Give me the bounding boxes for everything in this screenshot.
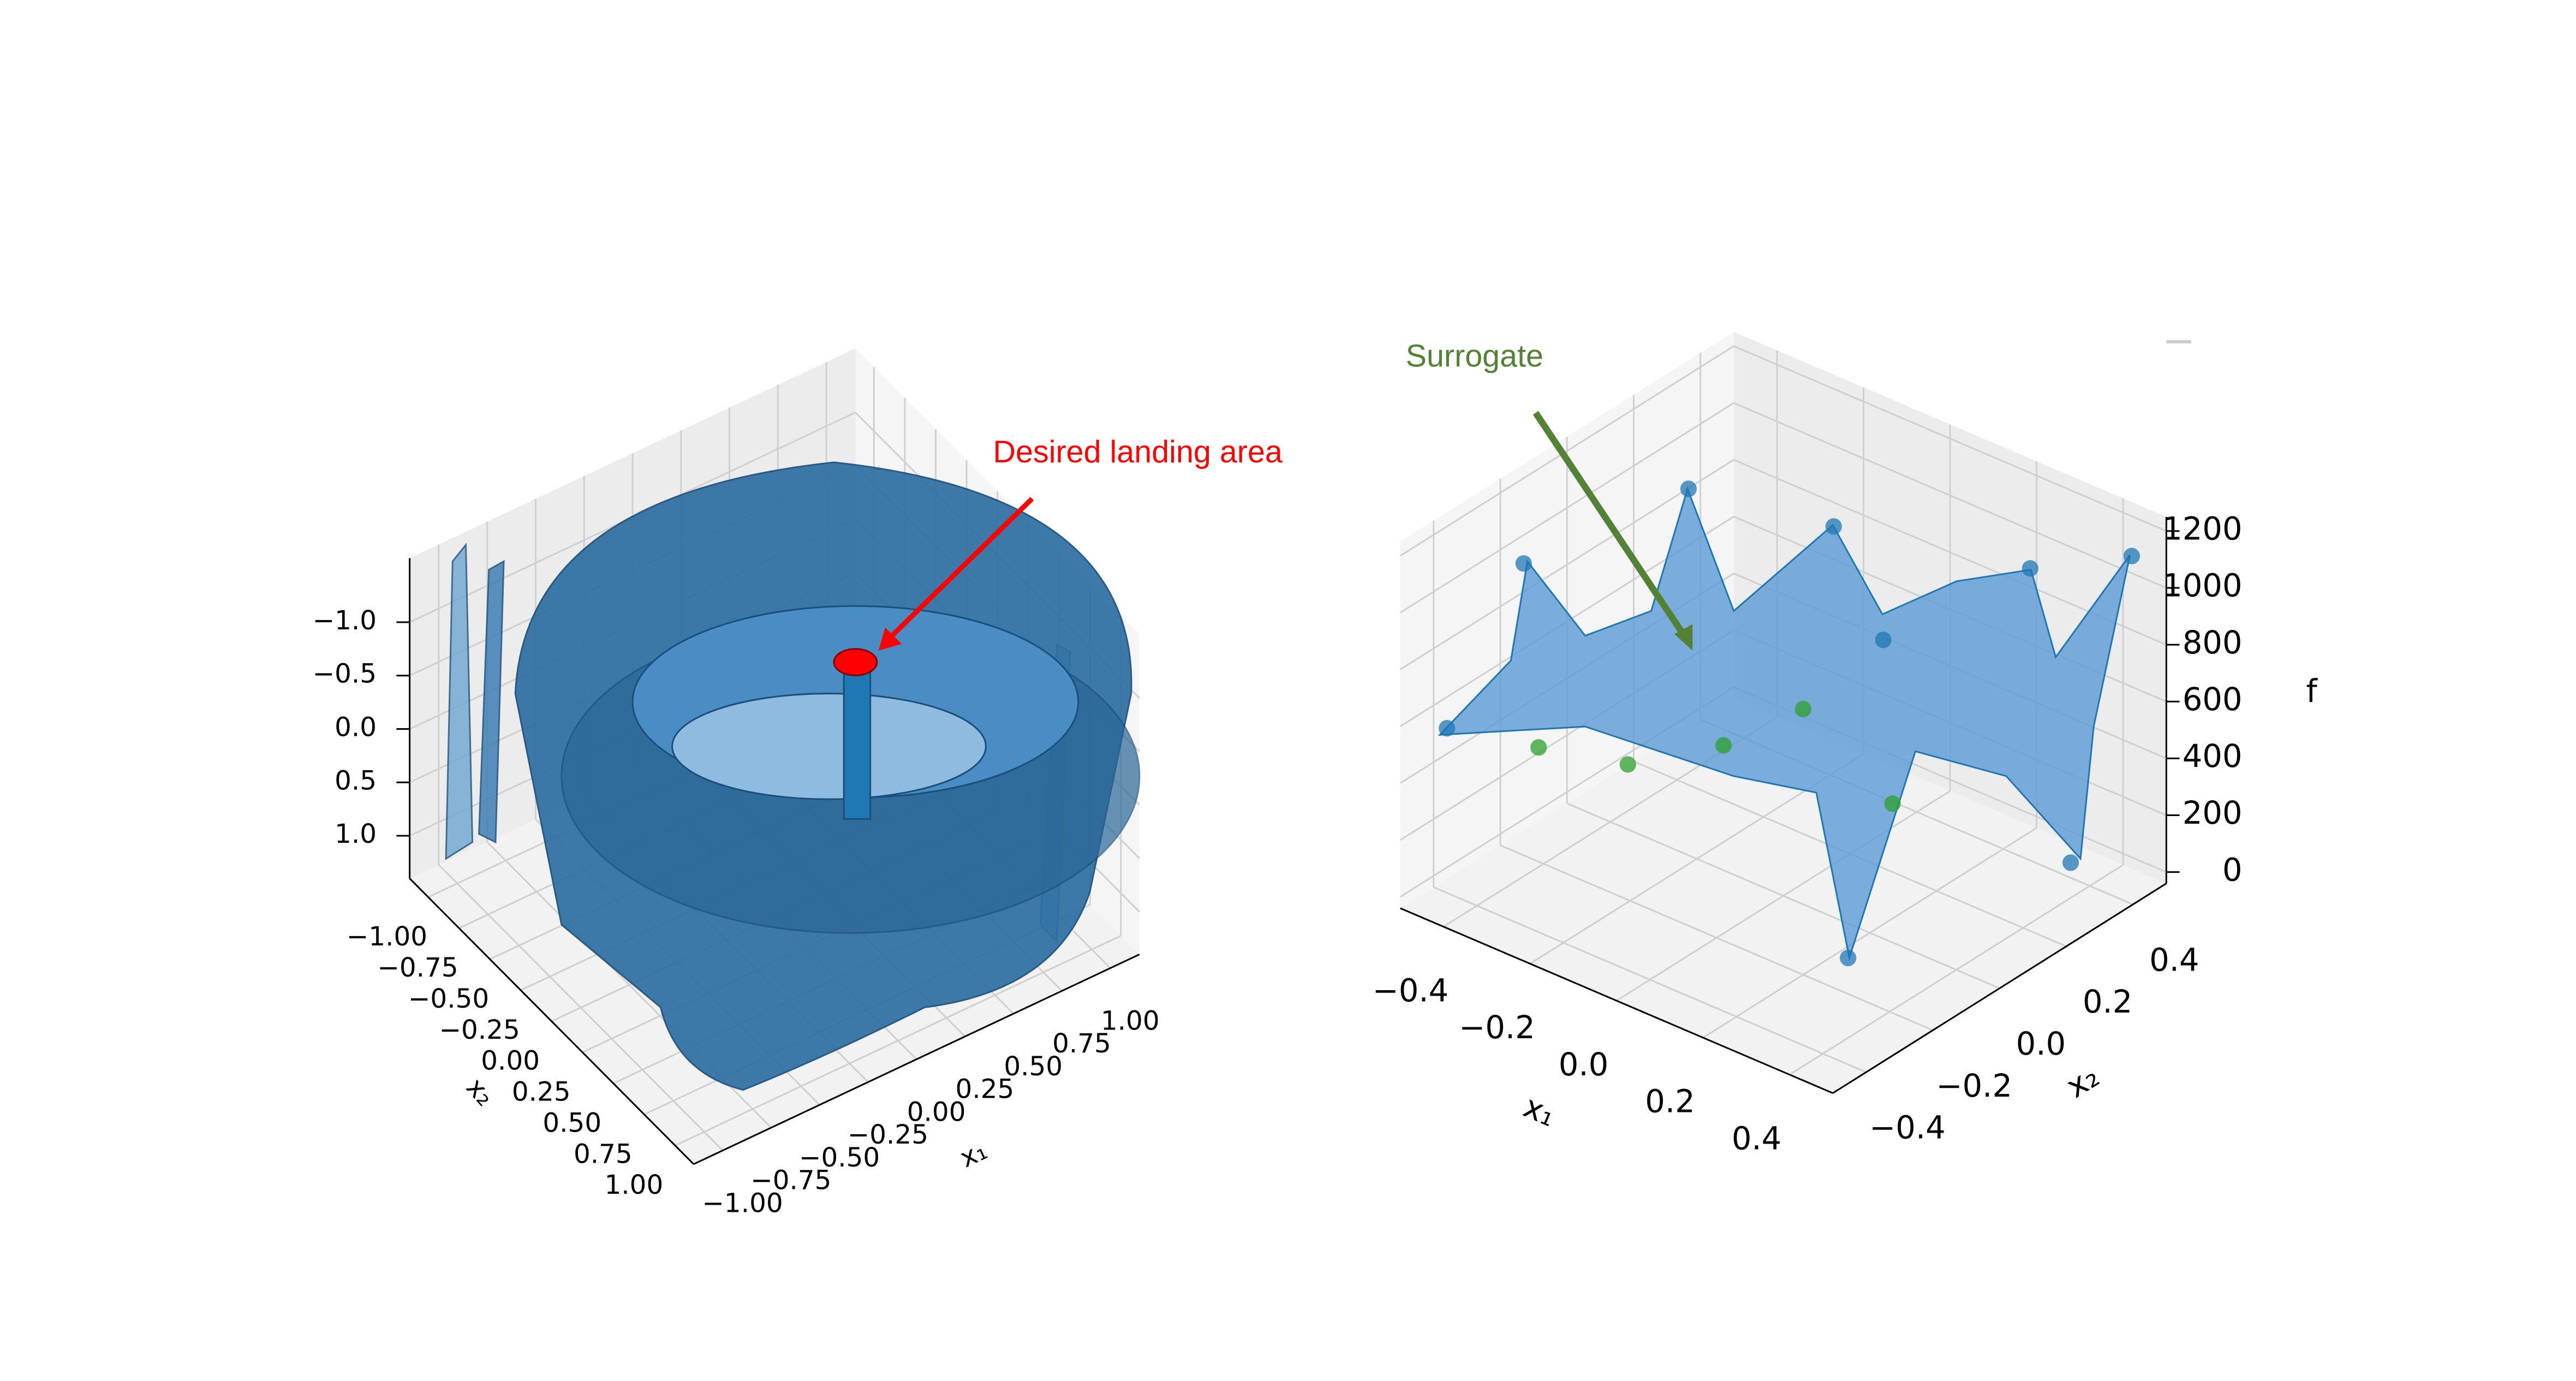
x1-tick-label: 0.0 <box>1559 1046 1608 1083</box>
sample-point <box>1875 632 1892 648</box>
x1-tick-label: −0.25 <box>848 1120 928 1150</box>
grid-line <box>1399 459 1734 670</box>
x2-tick-label: 1.00 <box>605 1170 664 1200</box>
x2-axis <box>409 878 695 1165</box>
x1-tick-label: −1.00 <box>702 1188 783 1219</box>
x1-axis <box>693 954 1140 1165</box>
x1-axis <box>1400 907 1833 1094</box>
x1-tick-label: 0.50 <box>1004 1051 1063 1082</box>
x2-tick-label: 0.75 <box>574 1139 633 1169</box>
x1-tick-label: 0.00 <box>907 1097 966 1127</box>
x2-tick-label: −0.4 <box>1869 1110 1946 1146</box>
z-tick-label: 0.0 <box>335 712 377 743</box>
x2-tick-label: −0.50 <box>408 984 489 1014</box>
grid-line <box>1733 402 2167 589</box>
sample-point <box>1515 555 1532 572</box>
grid-line <box>1399 402 1734 614</box>
annotation: Surrogate <box>1406 339 1543 374</box>
sample-point <box>2062 854 2079 871</box>
grid-line <box>1433 886 1867 1073</box>
x2-tick-label: 0.0 <box>2016 1026 2066 1062</box>
z-tick-label: 0 <box>2222 852 2243 888</box>
sample-point <box>2123 547 2140 564</box>
x1-tick-label: −0.4 <box>1373 972 1449 1009</box>
annotation-arrow <box>881 497 1034 646</box>
grid-line <box>1733 345 2167 532</box>
x1-tick-label: −0.50 <box>799 1142 880 1173</box>
grid-line <box>675 935 1122 1146</box>
sample-point <box>1884 795 1901 812</box>
x2-tick-label: −1.00 <box>347 921 427 952</box>
surface-hole <box>671 693 987 800</box>
x1-axis-label: x₁ <box>955 1135 992 1174</box>
surface-spike <box>445 543 474 860</box>
z-tick-label: −0.5 <box>313 659 377 689</box>
landing-marker <box>833 648 878 676</box>
z-tick-label: 1200 <box>2162 511 2242 547</box>
x2-tick-label: 0.00 <box>481 1046 540 1076</box>
x2-axis-label: x₂ <box>2060 1058 2106 1105</box>
x2-axis-label: x₂ <box>460 1072 500 1112</box>
sample-point <box>2022 560 2038 577</box>
x2-tick-label: 0.25 <box>512 1077 571 1108</box>
annotation-arrowhead <box>1674 624 1693 651</box>
z-tick-label: −1.0 <box>313 605 377 636</box>
annotation-arrowhead <box>878 627 902 651</box>
marks <box>1439 480 2140 967</box>
x1-tick-label: −0.2 <box>1459 1009 1535 1046</box>
annotation-arrow <box>1533 410 1691 643</box>
sample-point <box>1619 756 1636 773</box>
x1-tick-label: 0.2 <box>1645 1084 1695 1120</box>
sample-point <box>1680 480 1697 497</box>
x2-tick-label: 0.2 <box>2083 984 2132 1020</box>
grid-line <box>1566 802 2000 989</box>
z-tick-label: 600 <box>2183 681 2243 718</box>
sample-point <box>1794 700 1812 718</box>
surface-pillar <box>843 661 872 820</box>
x2-tick-label: −0.2 <box>1936 1068 2012 1104</box>
x1-tick-label: −0.75 <box>750 1165 831 1196</box>
sample-point <box>1715 737 1732 754</box>
z-tick-label: 800 <box>2183 624 2243 661</box>
x1-axis-label: x₁ <box>1518 1088 1561 1134</box>
surrogate-surface <box>1438 486 2131 961</box>
surface-spike <box>478 559 505 844</box>
z-tick-label: 1000 <box>2162 568 2242 604</box>
z-tick-label: 1.0 <box>335 819 377 849</box>
x2-axis <box>1832 883 2167 1094</box>
sample-point <box>1439 719 1456 737</box>
x2-tick-label: −0.75 <box>377 953 458 983</box>
annotation: Desired landing area <box>993 434 1283 469</box>
sample-point <box>1530 739 1547 756</box>
x2-tick-label: −0.25 <box>439 1015 520 1045</box>
z-tick-label: 0.5 <box>335 765 377 796</box>
z-tick-label: 200 <box>2183 795 2243 831</box>
grid-line <box>1399 345 1734 557</box>
sample-point <box>1825 518 1842 535</box>
x1-tick-label: 0.25 <box>956 1074 1015 1105</box>
z-tick-label: 400 <box>2183 738 2243 775</box>
x2-tick-label: 0.50 <box>542 1108 601 1138</box>
x1-tick-label: 1.00 <box>1101 1005 1160 1036</box>
z-axis-label: f <box>2306 673 2318 710</box>
x2-tick-label: 0.4 <box>2149 942 2199 978</box>
left-surface <box>445 461 1141 1091</box>
sample-point <box>1840 949 1857 967</box>
x1-tick-label: 0.75 <box>1052 1028 1111 1059</box>
x1-tick-label: 0.4 <box>1732 1120 1781 1157</box>
grid-line <box>1500 844 1934 1031</box>
